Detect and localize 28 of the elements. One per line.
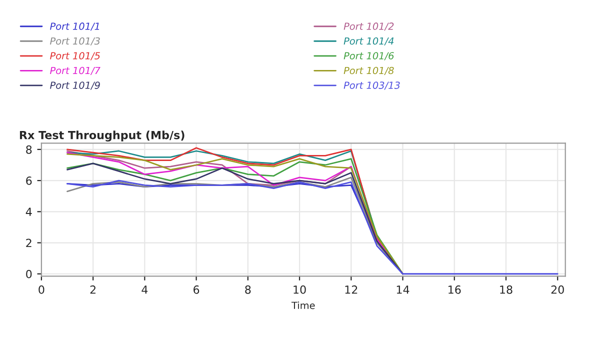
legend-label: Port 103/13 (344, 82, 400, 90)
x-tick-label: 10 (294, 285, 306, 294)
x-tick-label: 8 (245, 285, 251, 294)
legend-label: Port 101/9 (50, 82, 100, 90)
x-tick-label: 2 (90, 285, 96, 294)
legend-label: Port 101/2 (344, 22, 394, 31)
chart-title: Rx Test Throughput (Mb/s) (20, 130, 184, 142)
x-tick-label: 6 (194, 285, 200, 294)
x-tick-label: 16 (448, 285, 461, 294)
x-axis-title: Time (291, 302, 315, 310)
y-tick-label: 2 (26, 238, 32, 247)
legend-label: Port 101/5 (50, 52, 100, 60)
x-tick-label: 12 (345, 285, 358, 294)
legend-label: Port 101/6 (344, 52, 394, 60)
legend-label: Port 101/3 (50, 37, 100, 46)
y-tick-label: 4 (26, 208, 32, 216)
x-tick-label: 20 (551, 285, 564, 294)
legend-label: Port 101/4 (344, 37, 394, 46)
legend-label: Port 101/7 (50, 66, 100, 75)
y-tick-label: 0 (26, 270, 32, 278)
y-tick-label: 6 (26, 176, 32, 185)
legend-label: Port 101/8 (344, 66, 394, 75)
x-tick-label: 0 (38, 285, 44, 294)
y-tick-label: 8 (26, 145, 32, 154)
x-tick-label: 14 (396, 286, 410, 294)
x-tick-label: 18 (500, 285, 512, 294)
x-tick-label: 4 (142, 286, 148, 294)
legend-label: Port 101/1 (50, 22, 100, 31)
